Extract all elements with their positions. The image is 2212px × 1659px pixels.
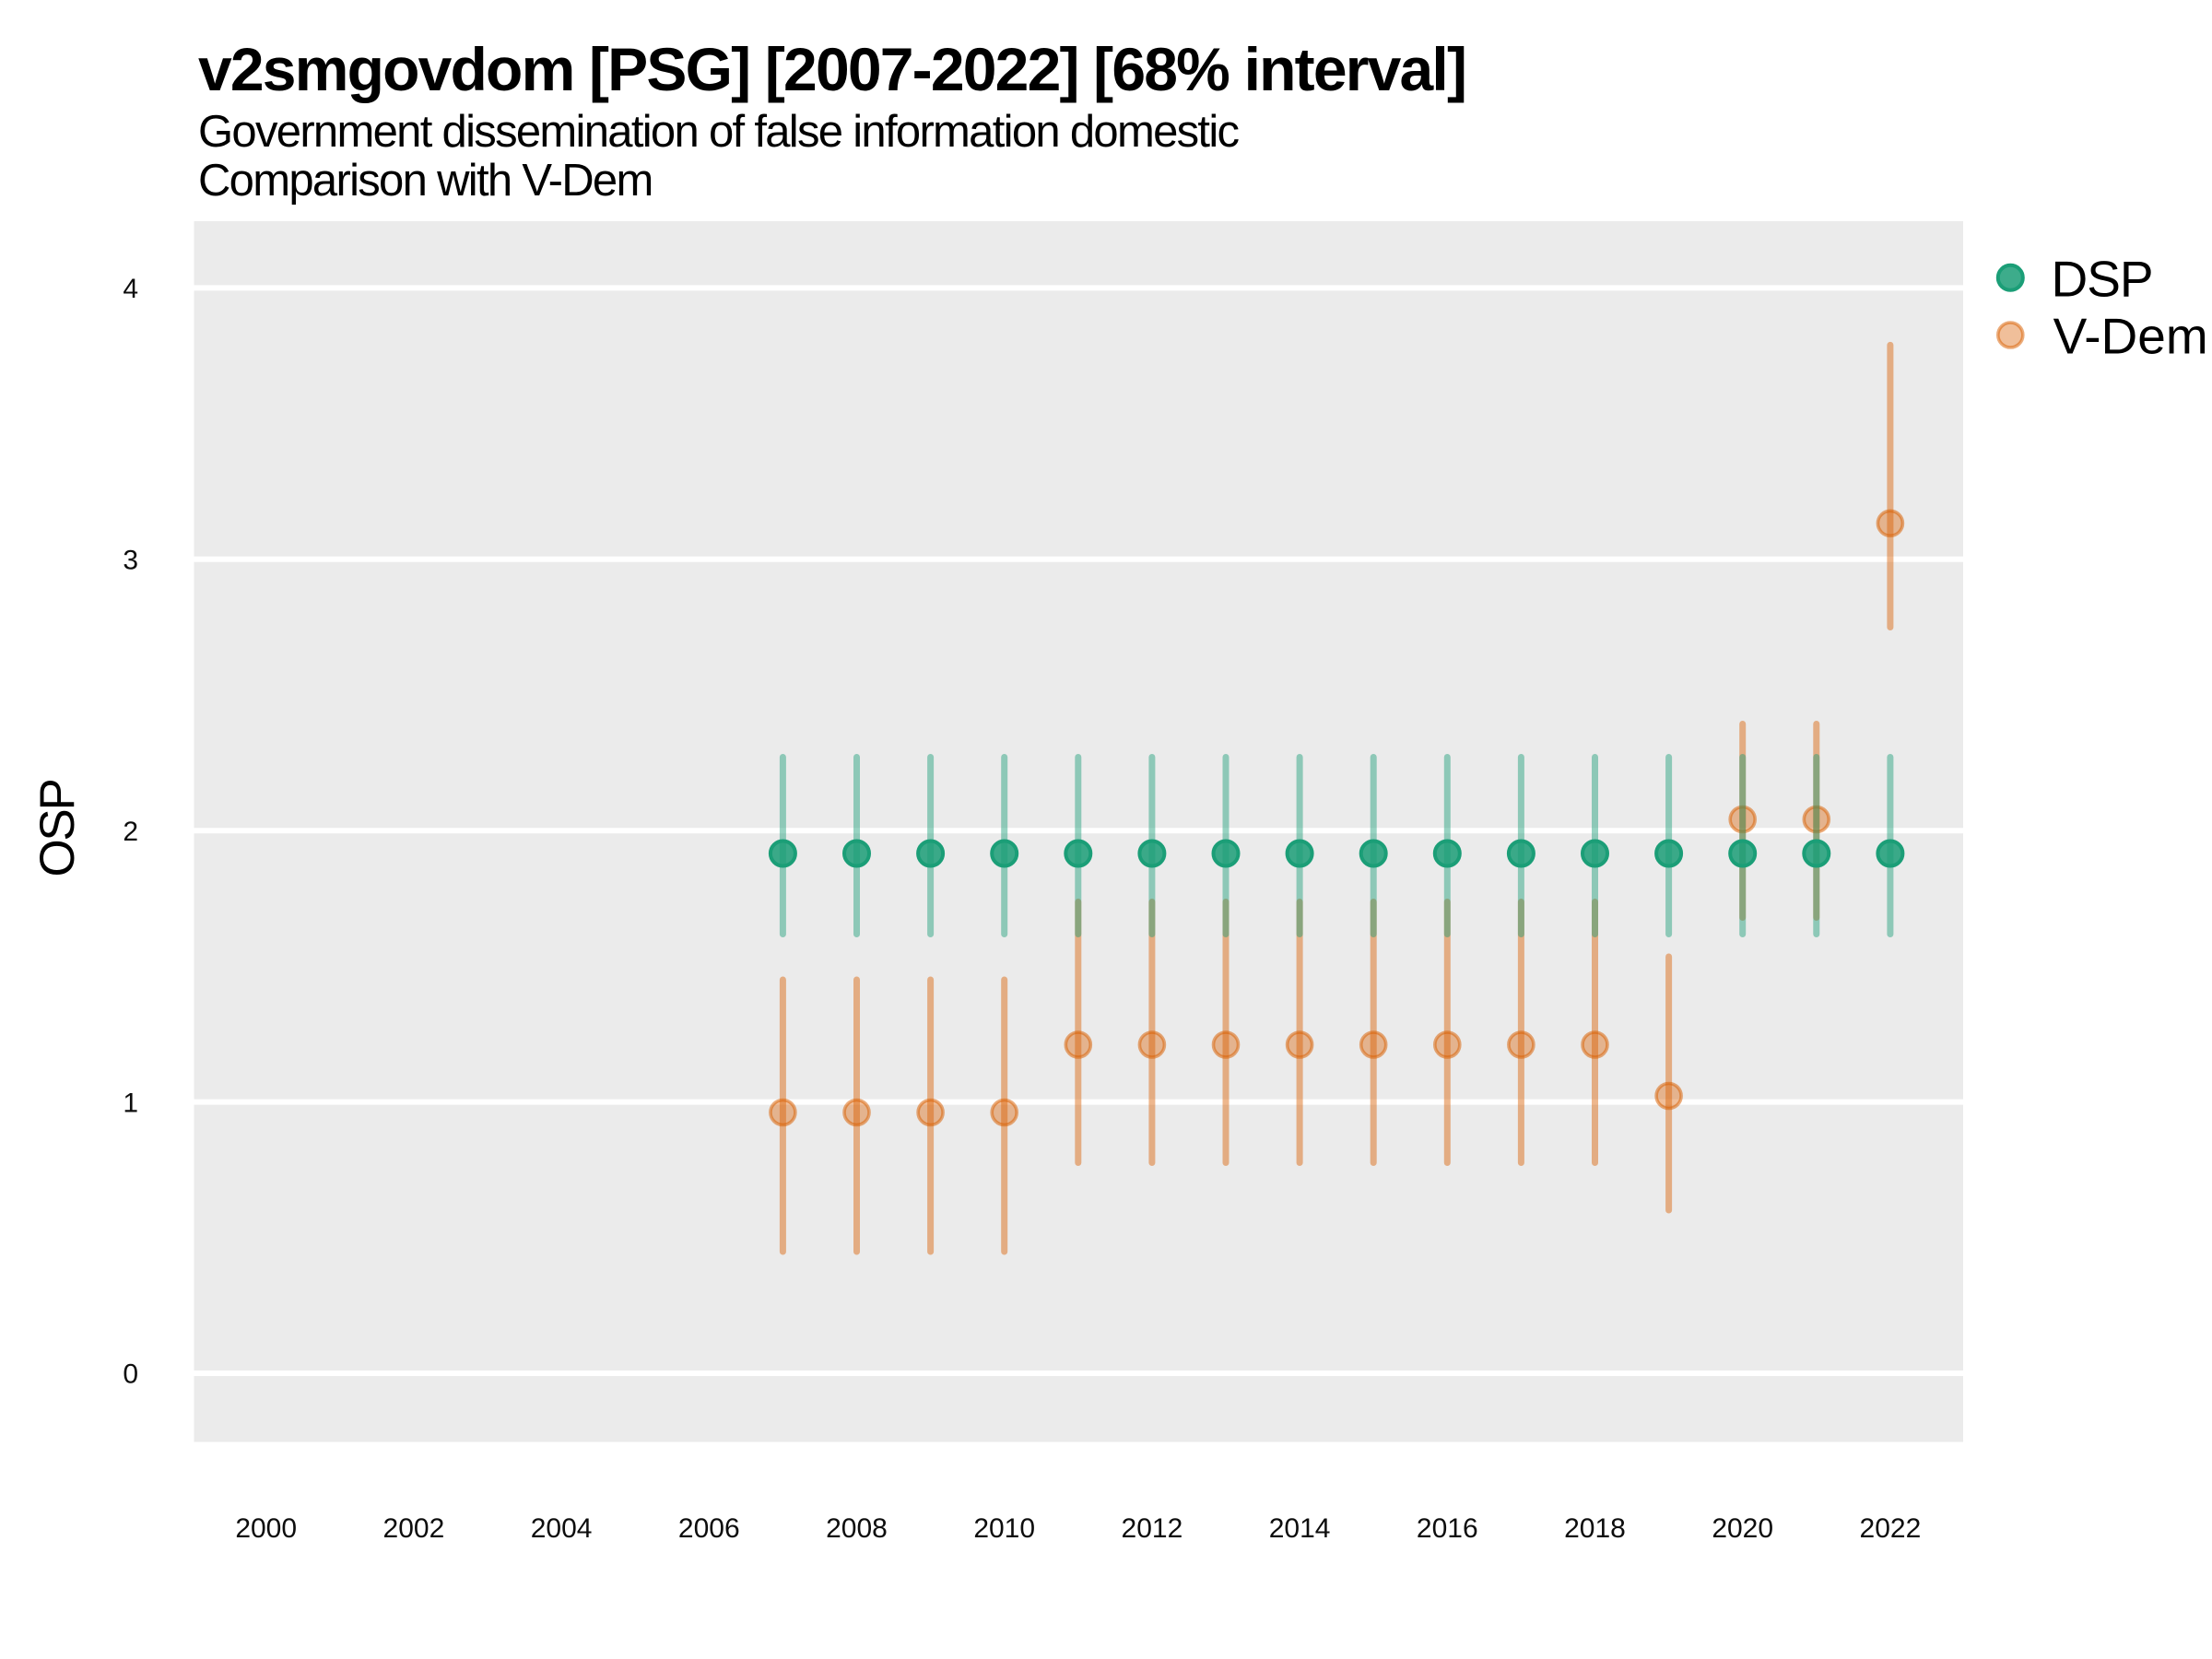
svg-text:2020: 2020 bbox=[1712, 1513, 1773, 1544]
svg-text:2016: 2016 bbox=[1417, 1513, 1478, 1544]
svg-text:2012: 2012 bbox=[1122, 1513, 1183, 1544]
svg-text:2014: 2014 bbox=[1269, 1513, 1331, 1544]
svg-text:1: 1 bbox=[123, 1088, 138, 1118]
svg-text:4: 4 bbox=[123, 274, 138, 304]
svg-text:3: 3 bbox=[123, 546, 138, 576]
svg-text:V-Dem: V-Dem bbox=[2053, 307, 2208, 364]
svg-text:v2smgovdom [PSG] [2007-2022] [: v2smgovdom [PSG] [2007-2022] [68% interv… bbox=[198, 35, 1465, 103]
svg-text:DSP: DSP bbox=[2052, 250, 2153, 307]
svg-text:2006: 2006 bbox=[678, 1513, 740, 1544]
svg-text:2008: 2008 bbox=[826, 1513, 888, 1544]
svg-text:0: 0 bbox=[123, 1359, 138, 1390]
svg-text:2022: 2022 bbox=[1860, 1513, 1922, 1544]
svg-text:2018: 2018 bbox=[1564, 1513, 1626, 1544]
svg-text:2: 2 bbox=[123, 817, 138, 847]
svg-text:Government dissemination of fa: Government dissemination of false inform… bbox=[198, 107, 1240, 157]
svg-text:2000: 2000 bbox=[235, 1513, 297, 1544]
svg-text:2010: 2010 bbox=[973, 1513, 1035, 1544]
svg-text:OSP: OSP bbox=[30, 780, 85, 877]
svg-text:2004: 2004 bbox=[531, 1513, 593, 1544]
svg-text:2002: 2002 bbox=[383, 1513, 445, 1544]
svg-text:Comparison with V-Dem: Comparison with V-Dem bbox=[198, 156, 653, 206]
